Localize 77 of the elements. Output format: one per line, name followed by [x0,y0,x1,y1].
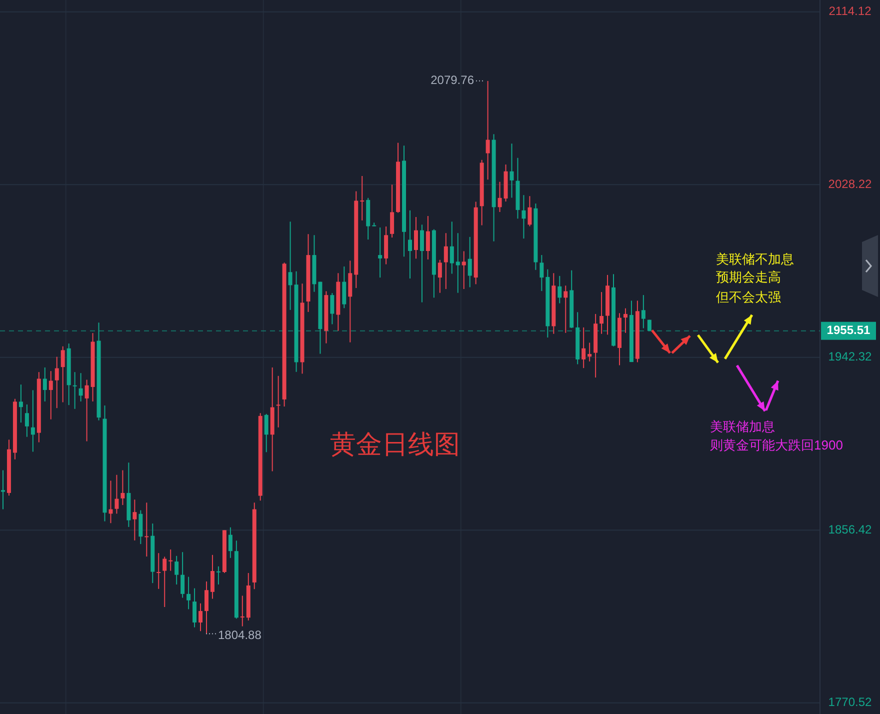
candlestick [414,216,418,260]
candlestick [384,226,388,265]
candlestick [186,576,191,610]
ref-line-label: 1955.51 [826,323,871,338]
candlestick [60,346,65,403]
candlestick [84,379,89,442]
annotation: 美联储不加息 [716,251,794,266]
candlestick [456,232,460,294]
candlestick [72,372,77,410]
candlestick [228,526,232,558]
candlestick [588,342,592,362]
candlestick [168,548,173,572]
candlestick [192,588,197,628]
candlestick [18,384,23,424]
candlestick [510,143,514,198]
text: 黄金日线图 [330,429,460,460]
candlestick [114,474,119,514]
candlestick [342,266,346,309]
candlestick [444,232,448,290]
y-tick-label: 2028.22 [828,176,872,191]
y-tick-label: 1856.42 [828,522,872,536]
annotation: 美联储加息 [710,418,775,434]
candlestick [360,175,364,221]
candlestick [276,375,280,428]
y-tick-label: 2114.12 [828,4,872,18]
annotation: 预期会走高 [716,269,781,284]
candlestick [198,602,203,632]
candlestick [558,275,562,304]
candlestick [54,356,59,409]
candlestick [450,221,454,274]
candlestick [30,390,35,452]
candlestick [204,580,208,634]
candlestick [486,80,490,180]
candlestick [641,294,646,329]
candlestick [78,372,83,402]
candlestick [264,413,268,453]
candlestick [408,210,412,280]
y-tick-label: 1942.32 [828,350,872,364]
annotation: 则黄金可能大跌回1900 [710,438,843,453]
candlestick [24,404,29,438]
annotation: 1804.88 [218,628,262,642]
candlestick [528,196,532,227]
candlestick [426,216,430,260]
candlestick [600,292,604,334]
candlestick [180,552,185,598]
candlestick [564,285,568,334]
candlestick [462,250,466,290]
candlestick [156,552,161,590]
candlestick [138,510,143,545]
candlestick [522,194,526,240]
candlestick [42,366,47,402]
candlestick [330,292,334,325]
candlestick [498,181,502,212]
candlestick [108,480,113,524]
candlestick [288,221,292,310]
y-tick-label: 1770.52 [828,695,872,710]
candlestick [132,499,137,541]
candlestick [144,502,149,558]
candlestick [438,259,442,294]
candlestick [582,326,586,369]
candlestick [240,595,244,627]
candlestick [348,260,352,343]
candlestick [540,254,544,292]
candlestick [174,555,179,585]
candlestick [378,226,382,278]
candlestick [210,554,214,600]
candlestick [623,308,628,334]
candlestick [120,470,125,506]
candlestick [216,566,220,585]
candlestick [48,370,53,420]
candlestick [468,236,472,288]
candlestick [420,224,424,303]
candlestick [390,184,394,238]
candlestick [0,470,5,510]
annotation: 但不会太强 [716,289,781,304]
candlestick [162,556,167,608]
annotation: 2079.76 [430,73,474,88]
